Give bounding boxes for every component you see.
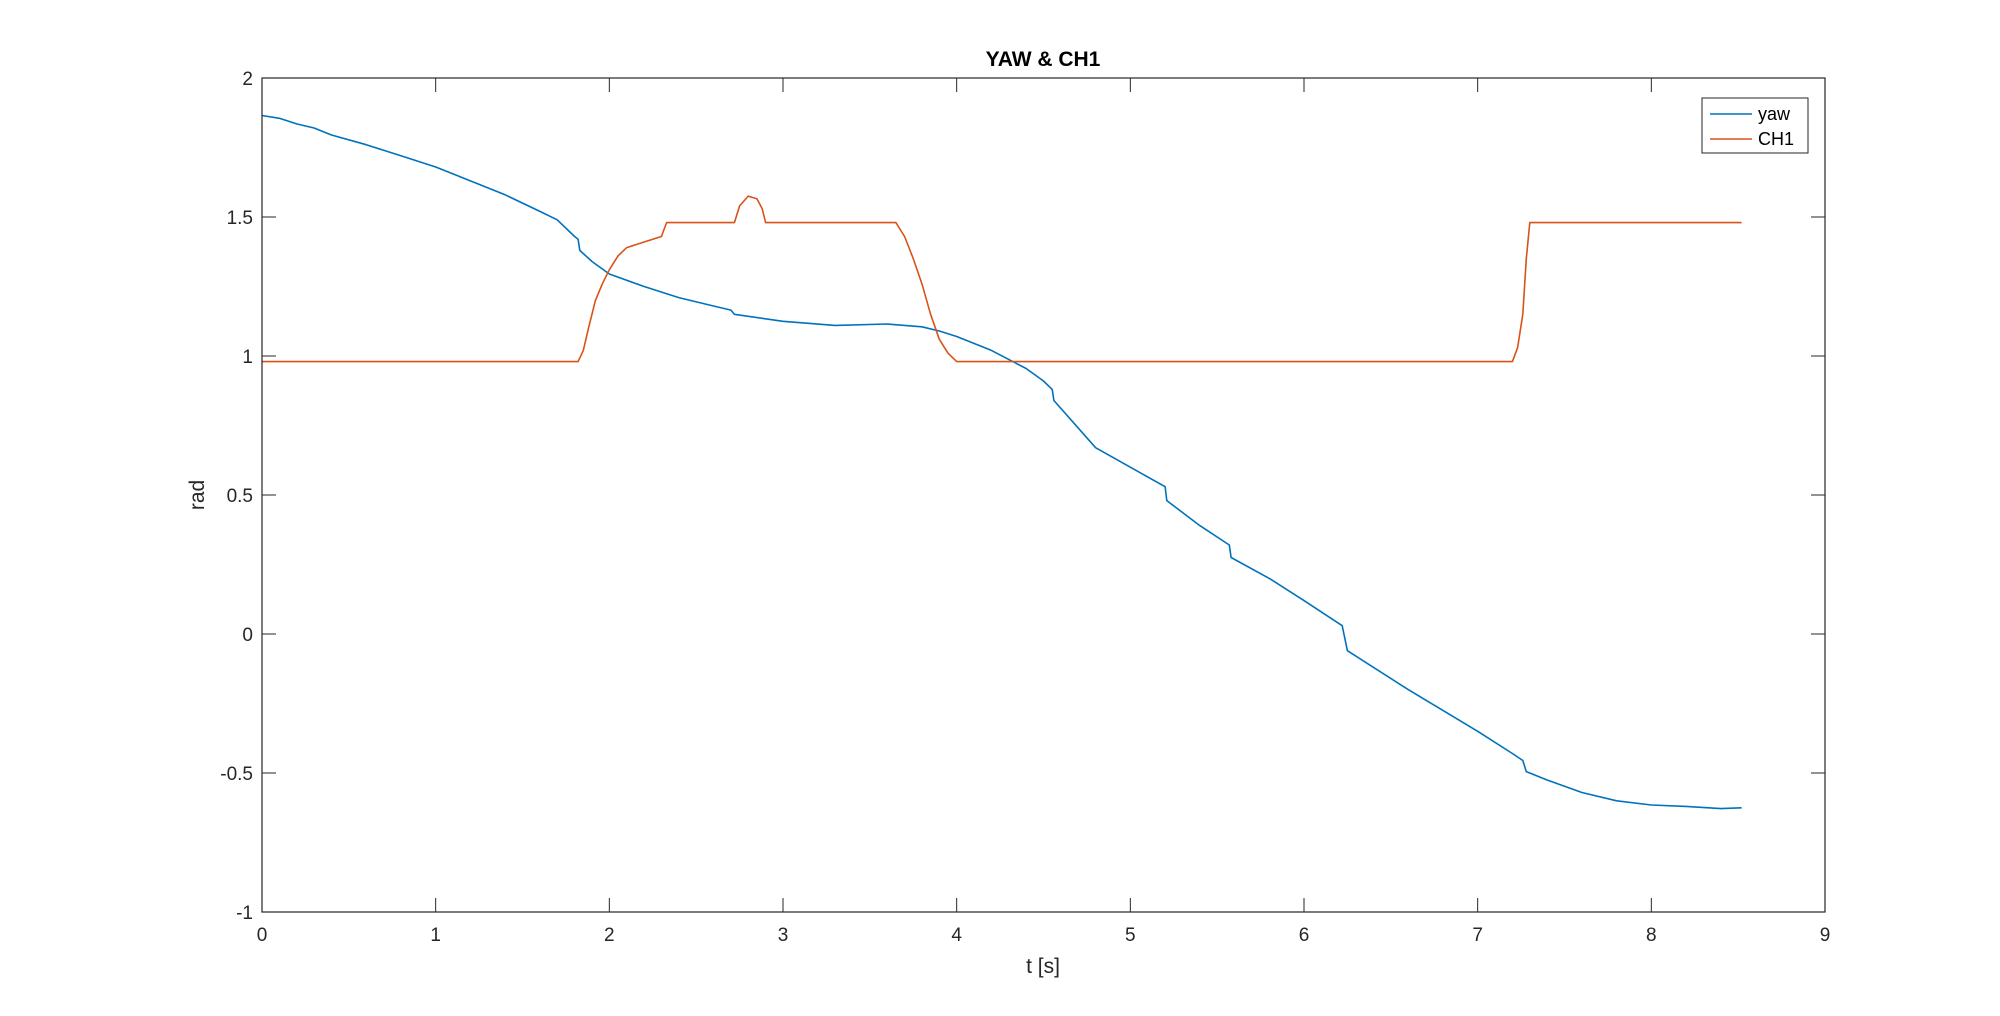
y-tick-label: 0.5 (227, 486, 253, 507)
series-layer (261, 114, 1742, 810)
x-axis-label: t [s] (1026, 955, 1060, 978)
x-tick-label: 5 (1125, 925, 1136, 946)
y-tick-label: 1 (242, 347, 253, 368)
series-line-yaw (261, 114, 1742, 810)
y-tick-label: -1 (236, 903, 253, 924)
legend: yaw CH1 (1701, 97, 1809, 154)
x-tick-label: 7 (1472, 925, 1483, 946)
x-tick-label: 0 (257, 925, 268, 946)
x-tick-label: 6 (1299, 925, 1310, 946)
legend-label-yaw: yaw (1758, 104, 1791, 124)
legend-label-ch1: CH1 (1758, 129, 1794, 149)
y-tick-label: 1.5 (227, 208, 253, 229)
legend-box (1701, 97, 1809, 154)
ticks-layer: 0 1 2 3 4 5 6 7 8 9 -1 -0.5 0 0.5 1 1.5 2 (220, 69, 1830, 946)
x-tick-label: 9 (1820, 925, 1831, 946)
plot-area (262, 78, 1825, 912)
x-tick-label: 8 (1646, 925, 1657, 946)
y-axis-label: rad (186, 480, 209, 510)
chart-title: YAW & CH1 (986, 48, 1101, 71)
x-tick-label: 4 (951, 925, 962, 946)
y-tick-label: 2 (242, 69, 253, 90)
series-line-ch1 (262, 195, 1742, 363)
x-tick-label: 3 (778, 925, 789, 946)
y-tick-label: -0.5 (220, 764, 253, 785)
y-tick-label: 0 (242, 625, 253, 646)
x-tick-label: 1 (430, 925, 441, 946)
x-tick-label: 2 (604, 925, 615, 946)
